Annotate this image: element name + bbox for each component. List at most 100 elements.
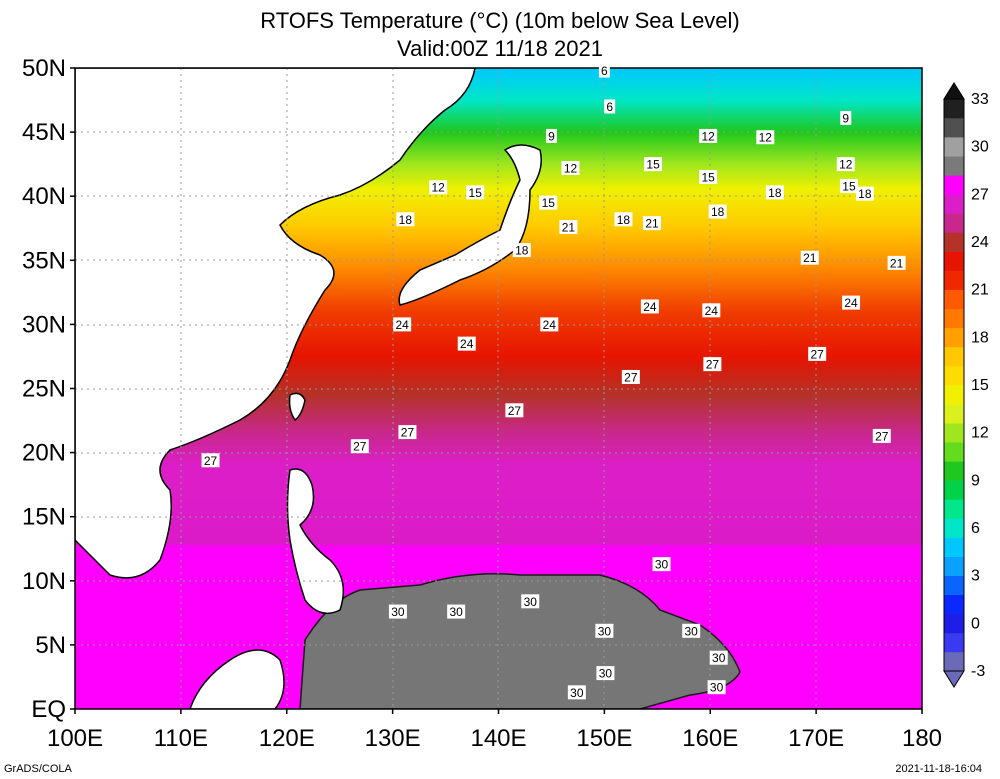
colorbar-swatch — [944, 651, 964, 672]
contour-label: 9 — [842, 111, 849, 125]
contour-label: 12 — [839, 158, 853, 172]
colorbar-swatch — [944, 365, 964, 386]
colorbar-swatch — [944, 194, 964, 214]
lon-tick-label: 160E — [682, 725, 738, 752]
map-subtitle: Valid:00Z 11/18 2021 — [397, 36, 603, 61]
colorbar-swatch — [944, 118, 964, 138]
contour-label-box — [756, 130, 775, 145]
contour-label-box — [699, 169, 718, 184]
contour-label-box — [559, 219, 578, 234]
latitude-labels: EQ 5N 10N 15N 20N 25N 30N 35N 40N 45N 50N — [22, 55, 75, 723]
contour-label-box — [808, 346, 827, 361]
contour-label: 15 — [542, 196, 556, 210]
contour-label-box — [842, 295, 861, 310]
lat-tick-label: 20N — [22, 440, 66, 467]
contour-label: 27 — [624, 370, 638, 384]
contour-label-box — [836, 157, 855, 172]
colorbar-label: 0 — [971, 615, 980, 632]
contour-label: 12 — [759, 131, 773, 145]
contour-label: 27 — [706, 358, 720, 372]
lat-tick-label: 10N — [22, 568, 66, 595]
colorbar-swatch — [944, 461, 964, 481]
land-japan — [398, 144, 542, 306]
contour-label-box — [201, 453, 220, 468]
contour-label-box — [429, 180, 448, 195]
colorbar-swatch — [944, 327, 964, 348]
contour-label-box — [839, 178, 858, 193]
contour-label-box — [598, 63, 610, 78]
colorbar-swatch — [944, 213, 964, 233]
lon-tick-label: 170E — [788, 725, 844, 752]
contour-label: 18 — [617, 213, 631, 227]
lon-tick-label: 140E — [470, 725, 526, 752]
contour-label-box — [643, 216, 662, 231]
colorbar-swatch — [944, 594, 964, 615]
colorbar-label: 18 — [971, 329, 989, 346]
contour-label-box — [512, 243, 531, 258]
colorbar-max-arrow — [943, 82, 965, 100]
colorbar-swatch — [944, 232, 964, 252]
contour-label-box — [699, 128, 718, 143]
contour-label-box — [702, 303, 721, 318]
contour-label-box — [652, 557, 671, 572]
contour-label: 27 — [204, 454, 218, 468]
colorbar-label: 24 — [971, 234, 989, 251]
contour-label: 15 — [646, 158, 660, 172]
contour-label: 24 — [705, 304, 719, 318]
contour-label: 12 — [701, 129, 715, 143]
contour-label-box — [398, 425, 417, 440]
colorbar-swatch — [944, 632, 964, 653]
colorbar-swatch — [944, 308, 964, 329]
lon-tick-label: 150E — [576, 725, 632, 752]
contour-label: 24 — [643, 300, 657, 314]
contour-label: 9 — [548, 129, 555, 143]
contour-label: 30 — [570, 686, 584, 700]
contour-label: 30 — [685, 624, 699, 638]
contour-label: 21 — [803, 251, 817, 265]
colorbar-swatch — [944, 613, 964, 634]
land-borneo — [189, 649, 285, 709]
contour-label: 18 — [711, 205, 725, 219]
colorbar-swatch — [944, 175, 964, 195]
contour-label-box — [621, 369, 640, 384]
contour-label-box — [644, 157, 663, 172]
contour-label: 24 — [543, 318, 557, 332]
contour-label-box — [872, 428, 891, 443]
colorbar-swatch — [944, 423, 964, 443]
contour-label-box — [396, 212, 415, 227]
colorbar-swatch — [944, 404, 964, 424]
contour-label: 30 — [598, 624, 612, 638]
colorbar-swatch — [944, 518, 964, 538]
land-philippines — [286, 468, 345, 615]
lat-tick-label: EQ — [31, 696, 66, 723]
contour-label: 27 — [401, 426, 415, 440]
colorbar-swatch — [944, 385, 964, 405]
colorbar-swatch — [944, 137, 964, 157]
colorbar-label: 9 — [971, 472, 980, 489]
warm-pool-core — [299, 573, 741, 709]
contour-label: 18 — [515, 244, 529, 258]
colorbar-swatch — [944, 270, 964, 290]
contour-label-box — [466, 185, 485, 200]
colorbar-label: 30 — [971, 139, 989, 156]
contour-label: 24 — [460, 337, 474, 351]
contour-label: 30 — [391, 605, 405, 619]
lat-tick-label: 25N — [22, 376, 66, 403]
lat-tick-label: 35N — [22, 247, 66, 274]
graticule — [75, 68, 922, 709]
lon-tick-label: 130E — [365, 725, 421, 752]
contour-label: 21 — [562, 220, 576, 234]
contour-label: 27 — [353, 440, 367, 454]
lat-tick-label: 5N — [35, 632, 66, 659]
colorbar-label: 3 — [971, 568, 980, 585]
lon-tick-label: 100E — [47, 725, 103, 752]
contour-label-box — [682, 623, 701, 638]
colorbar-swatch — [944, 289, 964, 310]
longitude-labels: 100E 110E 120E 130E 140E 150E 160E 170E 180 — [47, 709, 942, 752]
land-asia — [75, 68, 476, 579]
lon-tick-label: 120E — [259, 725, 315, 752]
contour-label-box — [545, 128, 557, 143]
map-title: RTOFS Temperature (°C) (10m below Sea Le… — [260, 8, 740, 33]
software-credit: GrADS/COLA — [4, 763, 72, 775]
